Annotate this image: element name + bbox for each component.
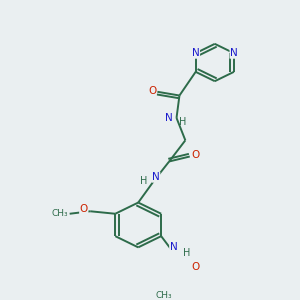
Text: O: O xyxy=(80,204,88,214)
Text: H: H xyxy=(179,117,187,127)
Text: N: N xyxy=(165,113,172,123)
Text: O: O xyxy=(191,149,200,160)
Text: O: O xyxy=(191,262,200,272)
Text: H: H xyxy=(183,248,190,258)
Text: N: N xyxy=(230,48,238,58)
Text: N: N xyxy=(152,172,160,182)
Text: N: N xyxy=(170,242,177,252)
Text: CH₃: CH₃ xyxy=(51,209,68,218)
Text: N: N xyxy=(192,48,200,58)
Text: CH₃: CH₃ xyxy=(156,291,172,300)
Text: H: H xyxy=(140,176,147,186)
Text: O: O xyxy=(148,85,156,95)
